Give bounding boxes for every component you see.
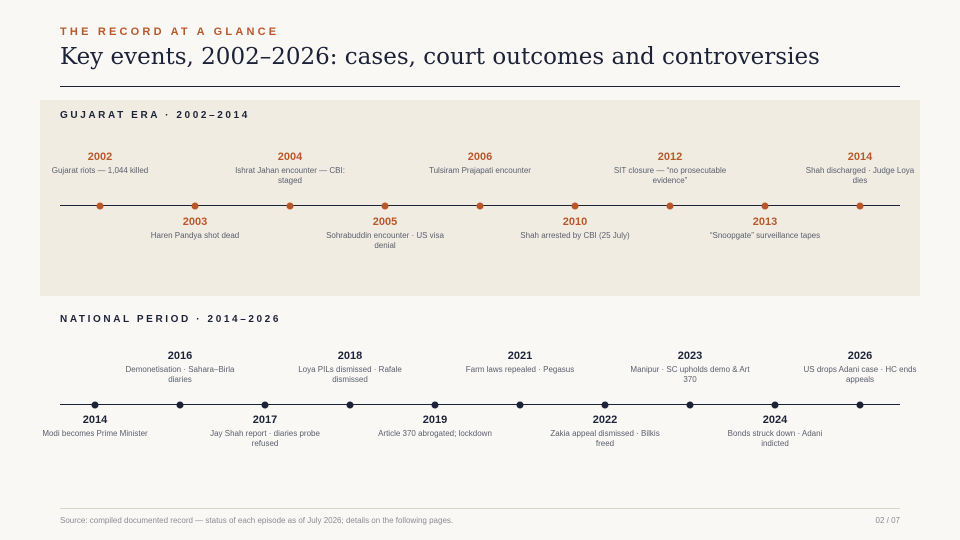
timeline-event: 2022 Zakia appeal dismissed · Bilkis free… — [545, 414, 665, 449]
timeline-dot — [856, 401, 864, 408]
timeline-event: 2002 Gujarat riots — 1,044 killed — [40, 151, 160, 176]
event-description: Loya PILs dismissed · Rafale dismissed — [298, 365, 402, 384]
event-description: Article 370 abrogated; lockdown — [378, 429, 492, 438]
event-year: 2017 — [252, 414, 278, 426]
event-year: 2016 — [167, 350, 193, 362]
event-year: 2014 — [847, 151, 873, 163]
timeline-dot — [286, 202, 294, 209]
event-year: 2005 — [372, 216, 398, 228]
timeline-dot — [191, 202, 199, 209]
event-year: 2026 — [847, 350, 873, 362]
timeline-event: 2010 Shah arrested by CBI (25 July) — [515, 216, 635, 241]
timeline-event: 2013 “Snoopgate” surveillance tapes — [705, 216, 825, 241]
timeline-dot — [771, 401, 779, 408]
event-year: 2002 — [87, 151, 113, 163]
event-year: 2019 — [422, 414, 448, 426]
timeline-event: 2012 SIT closure — “no prosecutable evide… — [610, 151, 730, 186]
timeline-dot — [571, 202, 579, 209]
timeline-dot — [91, 401, 99, 408]
event-description: Ishrat Jahan encounter — CBI: staged — [235, 166, 345, 185]
timeline-dot — [381, 202, 389, 209]
timeline-dot — [346, 401, 354, 408]
timeline-dot — [666, 202, 674, 209]
title-divider — [60, 86, 900, 87]
timeline-event: 2014 Shah discharged · Judge Loya dies — [800, 151, 920, 186]
event-year: 2013 — [752, 216, 778, 228]
event-year: 2024 — [762, 414, 788, 426]
national-period-label: NATIONAL PERIOD · 2014–2026 — [60, 314, 281, 325]
timeline-event: 2004 Ishrat Jahan encounter — CBI: staged — [230, 151, 350, 186]
timeline-dot — [856, 202, 864, 209]
event-description: Tulsiram Prajapati encounter — [429, 166, 531, 175]
page-title: Key events, 2002–2026: cases, court outc… — [60, 44, 820, 70]
gujarat-era-label: GUJARAT ERA · 2002–2014 — [60, 110, 250, 121]
event-description: Haren Pandya shot dead — [150, 231, 240, 240]
event-description: Jay Shah report · diaries probe refused — [210, 429, 320, 448]
timeline-event: 2016 Demonetisation · Sahara–Birla diarie… — [120, 350, 240, 385]
event-year: 2006 — [467, 151, 493, 163]
timeline-event: 2005 Sohrabuddin encounter · US visa deni… — [325, 216, 445, 251]
kicker: THE RECORD AT A GLANCE — [60, 26, 280, 38]
timeline-event: 2006 Tulsiram Prajapati encounter — [420, 151, 540, 176]
timeline-dot — [261, 401, 269, 408]
timeline-dot — [686, 401, 694, 408]
event-year: 2023 — [677, 350, 703, 362]
timeline-dot — [176, 401, 184, 408]
timeline-dot — [476, 202, 484, 209]
timeline-event: 2024 Bonds struck down · Adani indicted — [715, 414, 835, 449]
event-description: Zakia appeal dismissed · Bilkis freed — [550, 429, 660, 448]
event-description: US drops Adani case · HC ends appeals — [803, 365, 917, 384]
timeline-event: 2023 Manipur · SC upholds demo & Art 370 — [630, 350, 750, 385]
event-year: 2004 — [277, 151, 303, 163]
event-description: SIT closure — “no prosecutable evidence” — [613, 166, 727, 185]
page-number: 02 / 07 — [875, 516, 900, 525]
event-description: Shah arrested by CBI (25 July) — [520, 231, 630, 240]
event-year: 2010 — [562, 216, 588, 228]
national-timeline-axis — [60, 404, 900, 405]
event-description: Gujarat riots — 1,044 killed — [51, 166, 149, 175]
event-year: 2012 — [657, 151, 683, 163]
event-description: Farm laws repealed · Pegasus — [465, 365, 575, 374]
event-description: Bonds struck down · Adani indicted — [727, 429, 823, 448]
event-year: 2018 — [337, 350, 363, 362]
timeline-dot — [601, 401, 609, 408]
source-note: Source: compiled documented record — sta… — [60, 516, 454, 525]
footer-divider — [60, 508, 900, 509]
timeline-event: 2026 US drops Adani case · HC ends appeal… — [800, 350, 920, 385]
event-year: 2022 — [592, 414, 618, 426]
event-year: 2003 — [182, 216, 208, 228]
event-description: Sohrabuddin encounter · US visa denial — [326, 231, 444, 250]
event-year: 2014 — [82, 414, 108, 426]
timeline-dot — [96, 202, 104, 209]
event-description: Shah discharged · Judge Loya dies — [805, 166, 915, 185]
event-description: Demonetisation · Sahara–Birla diaries — [125, 365, 235, 384]
timeline-event: 2018 Loya PILs dismissed · Rafale dismiss… — [290, 350, 410, 385]
event-description: “Snoopgate” surveillance tapes — [709, 231, 821, 240]
timeline-dot — [431, 401, 439, 408]
gujarat-era-band — [40, 100, 920, 296]
timeline-event: 2014 Modi becomes Prime Minister — [35, 414, 155, 439]
event-year: 2021 — [507, 350, 533, 362]
timeline-event: 2017 Jay Shah report · diaries probe refu… — [205, 414, 325, 449]
timeline-event: 2021 Farm laws repealed · Pegasus — [460, 350, 580, 375]
timeline-dot — [516, 401, 524, 408]
timeline-event: 2019 Article 370 abrogated; lockdown — [375, 414, 495, 439]
event-description: Manipur · SC upholds demo & Art 370 — [630, 365, 750, 384]
event-description: Modi becomes Prime Minister — [42, 429, 148, 438]
timeline-event: 2003 Haren Pandya shot dead — [135, 216, 255, 241]
timeline-dot — [761, 202, 769, 209]
